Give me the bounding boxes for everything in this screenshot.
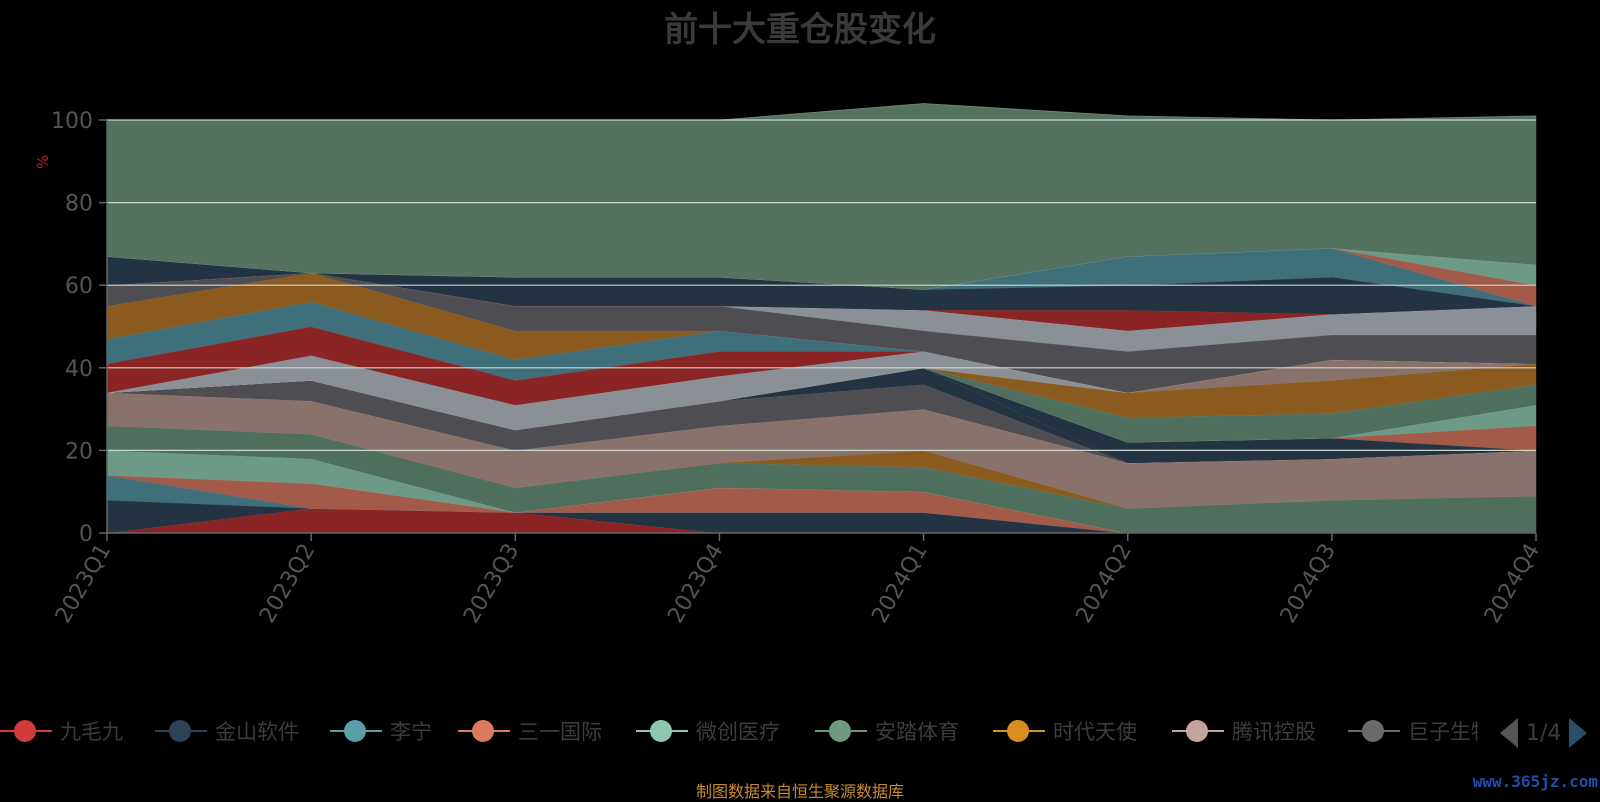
legend-item[interactable]: 巨子生物 [1348,716,1478,746]
y-tick-label: 0 [79,522,93,547]
legend-next-icon[interactable] [1569,718,1588,748]
legend-label: 时代天使 [1053,720,1137,744]
y-tick-label: 60 [65,274,93,299]
legend-pager: 1/4 [1500,718,1588,748]
legend-item[interactable]: 腾讯控股 [1172,716,1316,746]
legend-item[interactable]: 时代天使 [993,716,1137,746]
source-note: 制图数据来自恒生聚源数据库 [695,782,904,801]
y-tick-label: 80 [65,192,93,217]
x-tick-label: 2023Q3 [459,540,524,628]
x-tick-label: 2024Q4 [1480,540,1545,628]
legend-item[interactable]: 金山软件 [155,716,299,746]
legend-label: 金山软件 [215,720,299,744]
legend-swatch-icon [993,716,1045,746]
legend-label: 腾讯控股 [1232,720,1316,744]
legend-swatch-icon [815,716,867,746]
legend-label: 巨子生物 [1408,720,1478,744]
stacked-area-chart: 0 20 40 60 80 100% 2023Q1 2023Q2 2023Q3 2023Q4 202… [34,102,1545,628]
y-tick-label: 40 [65,357,93,382]
legend-label: 九毛九 [60,720,123,744]
legend-page-indicator: 1/4 [1526,720,1562,746]
legend-label: 三一国际 [518,720,602,744]
legend: 九毛九 金山软件 李宁 三一国际 微创医疗 安踏体育 时代天使 腾讯控股 巨子生物 [0,716,1600,756]
legend-item[interactable]: 三一国际 [458,716,602,746]
legend-item[interactable]: 微创医疗 [636,716,780,746]
x-tick-label: 2024Q3 [1276,540,1341,628]
watermark: www.365jz.com [1472,772,1598,791]
x-tick-label: 2024Q1 [867,540,932,628]
legend-item[interactable]: 九毛九 [0,716,123,746]
x-tick-label: 2023Q1 [51,540,116,628]
y-tick-label: 20 [65,439,93,464]
legend-label: 微创医疗 [696,720,780,744]
legend-label: 安踏体育 [875,720,959,744]
legend-swatch-icon [330,716,382,746]
x-tick-label: 2024Q2 [1072,540,1137,628]
legend-item[interactable]: 李宁 [330,716,432,746]
legend-item[interactable]: 安踏体育 [815,716,959,746]
x-tick-label: 2023Q2 [255,540,320,628]
legend-swatch-icon [0,716,52,746]
y-axis-label: % [34,155,52,169]
legend-swatch-icon [155,716,207,746]
legend-prev-icon[interactable] [1500,718,1518,748]
legend-swatch-icon [458,716,510,746]
x-tick-label: 2023Q4 [663,540,728,628]
legend-swatch-icon [1348,716,1400,746]
legend-swatch-icon [636,716,688,746]
legend-label: 李宁 [390,720,432,744]
chart-title: 前十大重仓股变化 [664,10,936,50]
y-tick-label: 100 [51,109,93,134]
legend-swatch-icon [1172,716,1224,746]
